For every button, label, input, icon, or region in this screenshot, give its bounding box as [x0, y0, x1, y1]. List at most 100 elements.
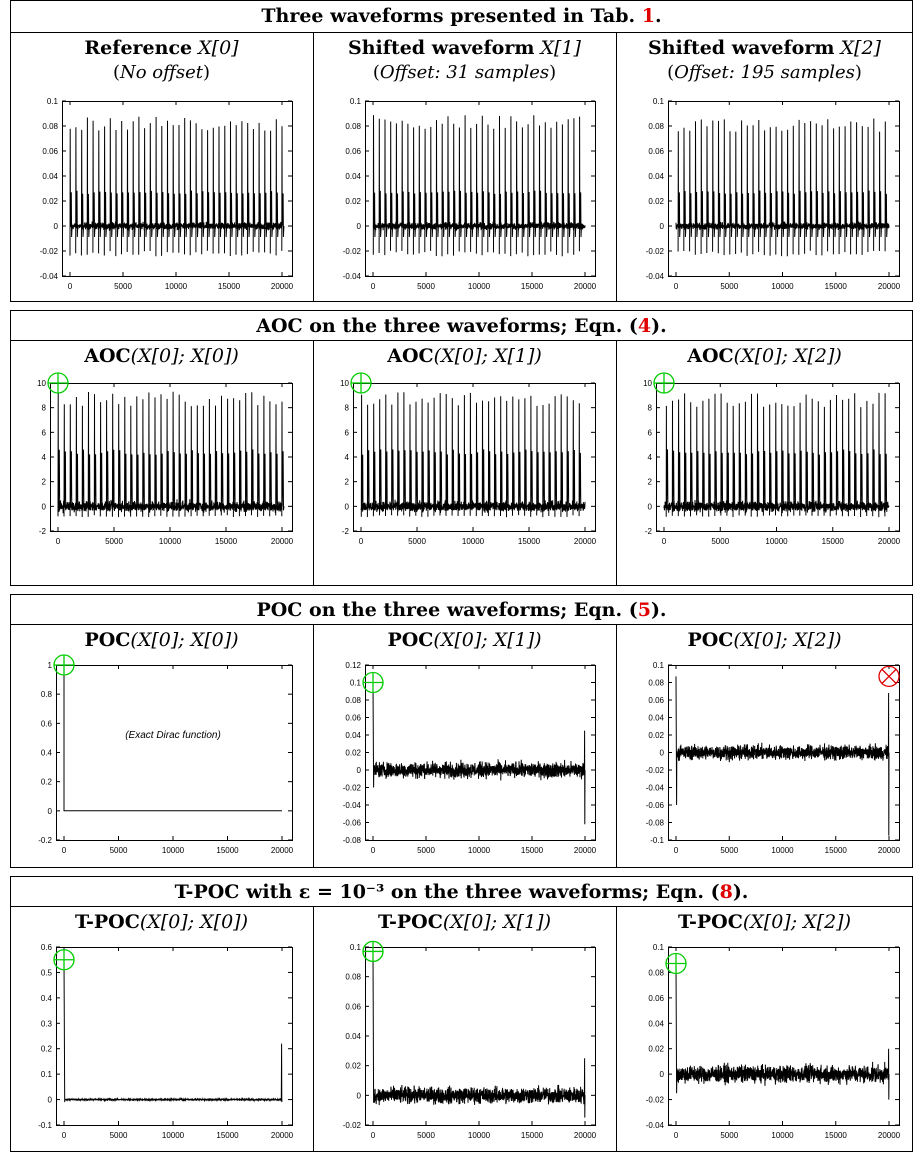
y-tick-label: 0 [648, 502, 653, 511]
panel-title: POC(X[0]; X[1]) [313, 629, 616, 651]
y-tick-label: 0.08 [648, 968, 664, 977]
panel-title-math: (X[0]; X[2]) [733, 629, 842, 651]
y-tick-label: -0.2 [38, 836, 52, 845]
x-tick-label: 15000 [521, 1131, 544, 1140]
panel-title-math: X[0] [198, 37, 239, 59]
y-tick-label: 0.04 [648, 714, 664, 723]
x-tick-label: 20000 [574, 1131, 597, 1140]
panel-subtitle-open: ( [667, 62, 675, 83]
y-tick-label: 0.02 [345, 1062, 361, 1071]
y-tick-label: 0.4 [41, 994, 53, 1003]
series-line [63, 665, 282, 812]
y-tick-label: 0.1 [653, 97, 665, 106]
x-tick-label: 10000 [159, 537, 182, 546]
y-tick-label: 4 [42, 453, 47, 462]
y-tick-label: 6 [42, 428, 47, 437]
y-tick-label: -0.02 [343, 247, 362, 256]
x-tick-label: 5000 [417, 282, 435, 291]
series-line [69, 116, 285, 257]
plot-wave1: -0.04 -0.02 0 0.02 0.04 0.06 0.08 0.1 0 5000 10000… [343, 97, 597, 291]
y-tick-label: -0.1 [38, 1121, 52, 1130]
x-tick-label: 5000 [105, 537, 123, 546]
y-tick-label: 0.06 [648, 994, 664, 1003]
series-line [63, 959, 283, 1103]
panel-subtitle: (Offset: 195 samples) [616, 62, 913, 84]
x-tick-label: 5000 [408, 537, 426, 546]
y-tick-label: 0.06 [345, 147, 361, 156]
y-tick-label: -0.08 [646, 819, 665, 828]
x-tick-label: 0 [371, 1131, 376, 1140]
panel-title-math: (X[0]; X[1]) [433, 345, 542, 367]
panel-title: AOC(X[0]; X[0]) [10, 345, 313, 367]
panel-title-math: (X[0]; X[1]) [433, 629, 542, 651]
panel-title-bold: AOC [387, 345, 434, 367]
plot-poc1: -0.08 -0.06 -0.04 -0.02 0 0.02 0.04 0.06 0.08 0.1… [343, 661, 597, 855]
panel-title: T-POC(X[0]; X[0]) [10, 911, 313, 933]
y-tick-label: 0 [357, 222, 362, 231]
y-tick-label: 0.1 [350, 97, 362, 106]
panel-title-bold: T-POC [378, 911, 443, 933]
x-tick-label: 15000 [521, 846, 544, 855]
x-tick-label: 15000 [518, 537, 541, 546]
y-tick-label: 0.08 [42, 122, 58, 131]
series-line [675, 676, 890, 836]
band-title-end: ). [732, 881, 749, 903]
y-tick-label: 0.1 [350, 679, 362, 688]
panel-title: Shifted waveform X[2] [616, 37, 913, 59]
panel-title-bold: AOC [84, 345, 131, 367]
y-tick-label: 0.02 [648, 731, 664, 740]
x-tick-label: 15000 [822, 537, 845, 546]
y-tick-label: -0.04 [343, 801, 362, 810]
peak-wrong-marker-icon [878, 665, 900, 688]
x-tick-label: 10000 [162, 846, 185, 855]
x-tick-label: 20000 [878, 846, 901, 855]
panel-title-bold: POC [687, 629, 734, 651]
series-line [663, 392, 890, 518]
y-tick-label: 8 [648, 404, 653, 413]
y-tick-label: 0.06 [345, 1002, 361, 1011]
y-tick-label: 0.08 [345, 696, 361, 705]
y-tick-label: -0.02 [40, 247, 59, 256]
y-tick-label: 0.08 [648, 679, 664, 688]
y-tick-label: 0.06 [648, 147, 664, 156]
x-tick-label: 10000 [468, 1131, 491, 1140]
band-title-text: Three waveforms presented in Tab. [261, 5, 642, 27]
y-tick-label: 10 [37, 379, 46, 388]
x-tick-label: 0 [62, 846, 67, 855]
plot-aoc0: -2 0 2 4 6 8 10 0 5000 10000 15000 20000 [37, 372, 294, 546]
y-tick-label: 2 [345, 478, 350, 487]
x-tick-label: 5000 [110, 846, 128, 855]
x-tick-label: 5000 [110, 1131, 128, 1140]
series-line [57, 391, 285, 518]
x-tick-label: 15000 [521, 282, 544, 291]
plot-axes-box [62, 101, 293, 277]
panel-subtitle-italic: Offset: 195 samples [674, 62, 855, 83]
x-tick-label: 10000 [462, 537, 485, 546]
y-tick-label: 0.08 [648, 122, 664, 131]
y-tick-label: -0.04 [646, 784, 665, 793]
x-tick-label: 0 [662, 537, 667, 546]
x-tick-label: 10000 [771, 282, 794, 291]
y-tick-label: 0.02 [648, 197, 664, 206]
panel-title-bold: T-POC [678, 911, 743, 933]
x-tick-label: 20000 [574, 537, 597, 546]
band-title-text: POC on the three waveforms; Eqn. ( [256, 599, 638, 621]
x-tick-label: 0 [674, 846, 679, 855]
y-tick-label: 0.04 [345, 731, 361, 740]
y-tick-label: -0.02 [646, 766, 665, 775]
y-tick-label: 0.3 [41, 1019, 53, 1028]
panel-subtitle: (Offset: 31 samples) [313, 62, 616, 84]
plot-axes-box [56, 665, 293, 841]
y-tick-label: 0.2 [41, 1045, 53, 1054]
plot-poc2: -0.1 -0.08 -0.06 -0.04 -0.02 0 0.02 0.04 0.06 0.0… [646, 661, 901, 855]
y-tick-label: 8 [42, 404, 47, 413]
y-tick-label: 0 [345, 502, 350, 511]
y-tick-label: 0.08 [345, 122, 361, 131]
x-tick-label: 15000 [216, 1131, 239, 1140]
plot-tpoc0: -0.1 0 0.1 0.2 0.3 0.4 0.5 0.6 0 5000 10000 15000 20… [38, 943, 293, 1140]
panel-subtitle-close: ) [549, 62, 557, 83]
y-tick-label: 0.2 [41, 778, 53, 787]
plot-poc0: -0.2 0 0.2 0.4 0.6 0.8 1 0 5000 10000 15000 20000 (E… [38, 654, 294, 855]
panel-title-math: (X[0]; X[1]) [442, 911, 551, 933]
